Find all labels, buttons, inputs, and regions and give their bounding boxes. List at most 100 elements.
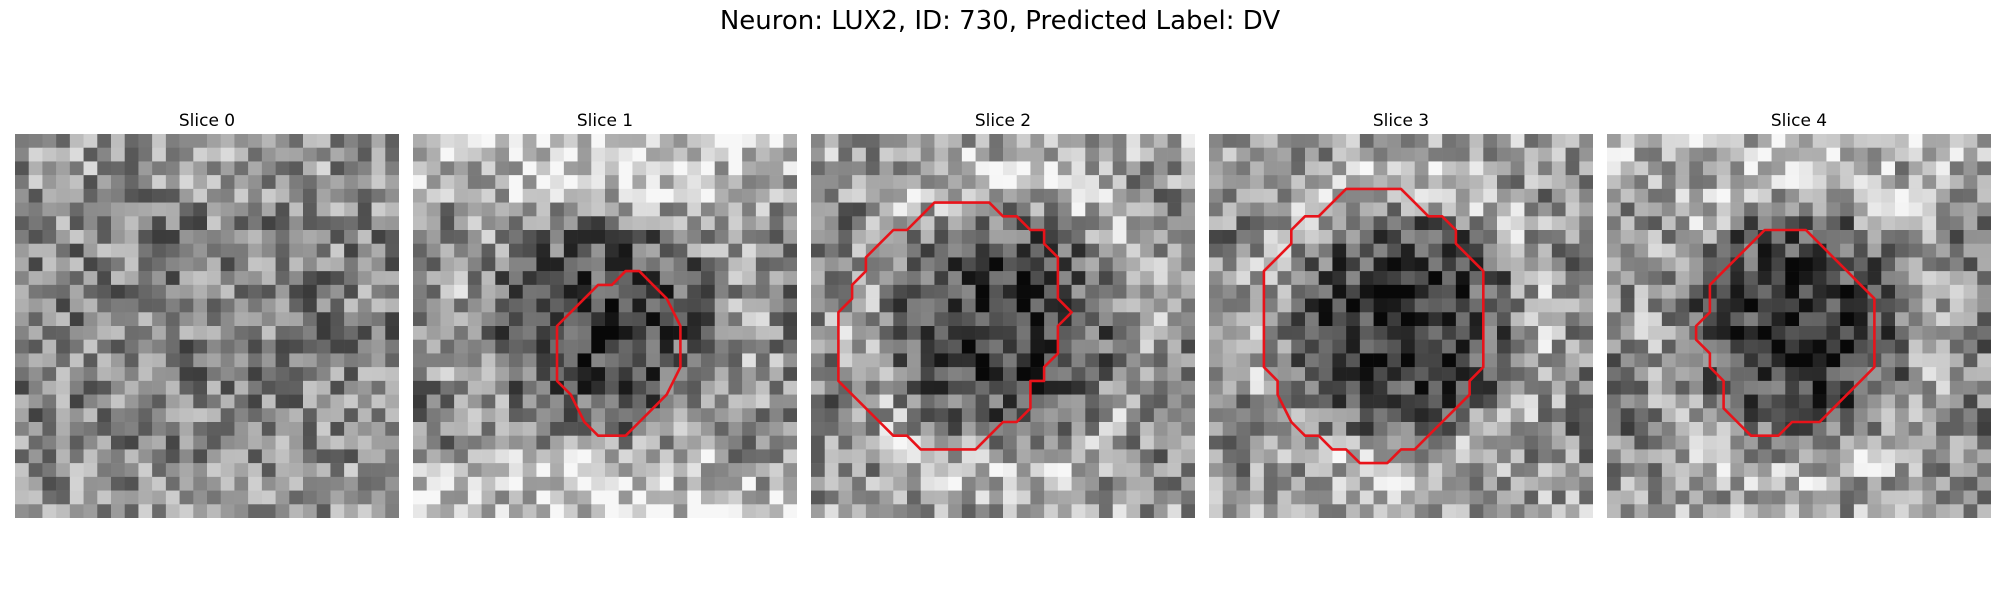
pixel	[1949, 202, 1964, 217]
pixel	[1099, 175, 1114, 190]
pixel	[413, 147, 428, 162]
pixel	[1030, 312, 1045, 327]
pixel	[1222, 257, 1237, 272]
pixel	[1305, 230, 1320, 245]
pixel	[1881, 271, 1896, 286]
pixel	[1826, 408, 1841, 423]
pixel	[701, 339, 716, 354]
pixel	[1963, 326, 1978, 341]
pixel	[1057, 243, 1072, 258]
pixel	[536, 188, 551, 203]
pixel	[1359, 188, 1374, 203]
pixel	[1153, 134, 1168, 149]
pixel	[1112, 353, 1127, 368]
pixel	[1346, 339, 1361, 354]
pixel	[509, 422, 524, 437]
pixel	[934, 326, 949, 341]
pixel	[1895, 271, 1910, 286]
pixel	[1538, 284, 1553, 299]
pixel	[522, 161, 537, 176]
pixel	[1607, 422, 1622, 437]
pixel	[1853, 202, 1868, 217]
pixel	[1908, 490, 1923, 505]
pixel	[467, 230, 482, 245]
panel-title: Slice 1	[576, 111, 634, 131]
pixel	[179, 188, 194, 203]
pixel	[1442, 134, 1457, 149]
pixel	[83, 490, 98, 505]
pixel	[111, 243, 126, 258]
pixel	[1565, 312, 1580, 327]
pixel	[1469, 188, 1484, 203]
pixel	[124, 463, 139, 478]
pixel	[509, 257, 524, 272]
pixel	[509, 243, 524, 258]
pixel	[1263, 271, 1278, 286]
pixel	[1442, 202, 1457, 217]
pixel	[1497, 422, 1512, 437]
pixel	[371, 504, 386, 518]
pixel	[220, 161, 235, 176]
pixel	[1003, 408, 1018, 423]
pixel	[742, 504, 757, 518]
pixel	[1332, 271, 1347, 286]
pixel	[1153, 422, 1168, 437]
pixel	[920, 504, 935, 518]
pixel	[1675, 449, 1690, 464]
pixel	[769, 326, 784, 341]
pixel	[1703, 202, 1718, 217]
pixel	[1908, 504, 1923, 518]
pixel	[1744, 298, 1759, 313]
pixel	[138, 298, 153, 313]
pixel	[28, 380, 43, 395]
pixel	[1607, 312, 1622, 327]
pixel	[1963, 435, 1978, 450]
pixel	[1222, 188, 1237, 203]
pixel	[15, 175, 30, 190]
pixel	[1442, 490, 1457, 505]
pixel	[42, 161, 57, 176]
pixel	[769, 435, 784, 450]
pixel	[1881, 463, 1896, 478]
pixel	[948, 353, 963, 368]
pixel	[1785, 161, 1800, 176]
pixel	[179, 394, 194, 409]
pixel	[1209, 134, 1224, 149]
pixel	[1305, 161, 1320, 176]
pixel	[1607, 147, 1622, 162]
pixel	[811, 490, 826, 505]
pixel	[879, 312, 894, 327]
pixel	[1181, 367, 1195, 382]
pixel	[1949, 312, 1964, 327]
pixel	[879, 394, 894, 409]
pixel	[1648, 394, 1663, 409]
pixel	[605, 394, 620, 409]
pixel	[1236, 134, 1251, 149]
pixel	[1483, 230, 1498, 245]
pixel	[824, 175, 839, 190]
pixel	[811, 134, 826, 149]
pixel	[1895, 339, 1910, 354]
pixel	[1126, 435, 1141, 450]
pixel	[1744, 463, 1759, 478]
pixel	[303, 490, 318, 505]
pixel	[1209, 257, 1224, 272]
pixel	[248, 188, 263, 203]
pixel	[440, 449, 455, 464]
pixel	[893, 284, 908, 299]
pixel	[56, 312, 71, 327]
pixel	[275, 188, 290, 203]
pixel	[1167, 435, 1182, 450]
pixel	[1949, 230, 1964, 245]
pixel	[1579, 367, 1593, 382]
pixel	[234, 312, 249, 327]
pixel	[618, 476, 633, 491]
pixel	[152, 326, 167, 341]
pixel	[69, 339, 84, 354]
pixel	[1414, 257, 1429, 272]
pixel	[179, 161, 194, 176]
pixel	[1085, 216, 1100, 231]
pixel	[165, 284, 180, 299]
pixel	[1401, 202, 1416, 217]
pixel	[152, 175, 167, 190]
